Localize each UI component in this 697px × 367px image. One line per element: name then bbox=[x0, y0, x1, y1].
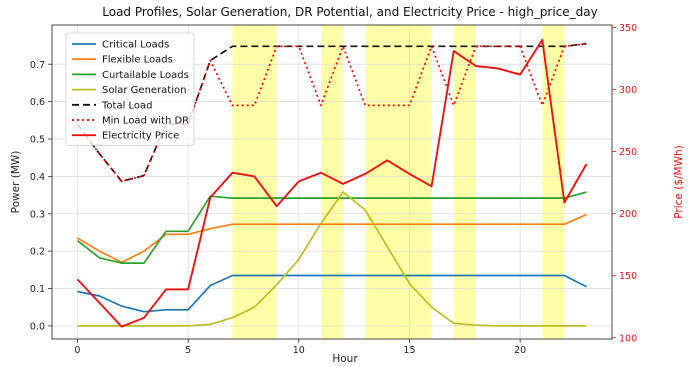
series-line-solar-generation bbox=[77, 191, 587, 327]
plot-frame bbox=[51, 24, 613, 340]
x-ticks: 0 5 10 15 20 bbox=[74, 339, 526, 356]
legend-entry: Electricity Price bbox=[102, 131, 179, 142]
x-axis-label: Hour bbox=[332, 353, 358, 365]
high-price-band-2 bbox=[365, 25, 432, 339]
y-left-tick-label: 0.5 bbox=[30, 135, 45, 146]
series-line-electricity-price bbox=[76, 38, 588, 328]
x-tick-label: 15 bbox=[403, 345, 415, 356]
y-left-ticks: 0.0 0.1 0.2 0.3 0.4 0.5 0.6 0.7 bbox=[30, 60, 52, 332]
high-price-band-4 bbox=[542, 25, 565, 339]
high-price-band-0 bbox=[232, 25, 277, 339]
y-left-tick-label: 0.2 bbox=[30, 247, 45, 258]
y-right-axis-label: Price ($/MWh) bbox=[673, 145, 685, 218]
legend-entry: Total Load bbox=[101, 100, 153, 111]
series-line-critical-loads bbox=[77, 274, 587, 313]
y-left-tick-label: 0.7 bbox=[30, 60, 45, 71]
legend: Critical Loads Flexible Loads Curtailable … bbox=[65, 32, 195, 146]
legend-entry: Min Load with DR bbox=[102, 116, 189, 127]
y-right-tick-label: 100 bbox=[619, 333, 637, 344]
y-right-tick-label: 300 bbox=[619, 85, 637, 96]
y-left-tick-label: 0.1 bbox=[30, 284, 45, 295]
legend-entry: Solar Generation bbox=[102, 85, 186, 96]
high-price-band-3 bbox=[453, 25, 476, 339]
series-line-total-load bbox=[76, 42, 587, 183]
x-tick-label: 5 bbox=[185, 345, 191, 356]
legend-box bbox=[65, 32, 195, 146]
high-price-band-1 bbox=[320, 25, 344, 339]
y-left-tick-label: 0.0 bbox=[30, 321, 45, 332]
series-line-curtailable-loads bbox=[76, 191, 587, 264]
y-right-tick-label: 250 bbox=[619, 147, 637, 158]
legend-entry: Curtailable Loads bbox=[102, 70, 189, 81]
legend-entry: Flexible Loads bbox=[102, 55, 173, 66]
x-tick-label: 10 bbox=[293, 345, 305, 356]
y-right-ticks: 100 150 200 250 300 350 bbox=[612, 23, 637, 344]
y-left-tick-label: 0.6 bbox=[30, 97, 45, 108]
y-left-tick-label: 0.4 bbox=[30, 172, 45, 183]
chart-title: Load Profiles, Solar Generation, DR Pote… bbox=[102, 5, 598, 19]
legend-entry: Critical Loads bbox=[102, 40, 169, 51]
y-right-tick-label: 150 bbox=[619, 271, 637, 282]
y-left-tick-label: 0.3 bbox=[30, 209, 45, 220]
high-price-bands bbox=[232, 25, 565, 339]
x-tick-label: 20 bbox=[514, 345, 526, 356]
y-left-axis-label: Power (MW) bbox=[10, 151, 22, 214]
x-tick-label: 0 bbox=[74, 345, 80, 356]
y-right-tick-label: 200 bbox=[619, 209, 637, 220]
y-right-tick-label: 350 bbox=[619, 23, 637, 34]
